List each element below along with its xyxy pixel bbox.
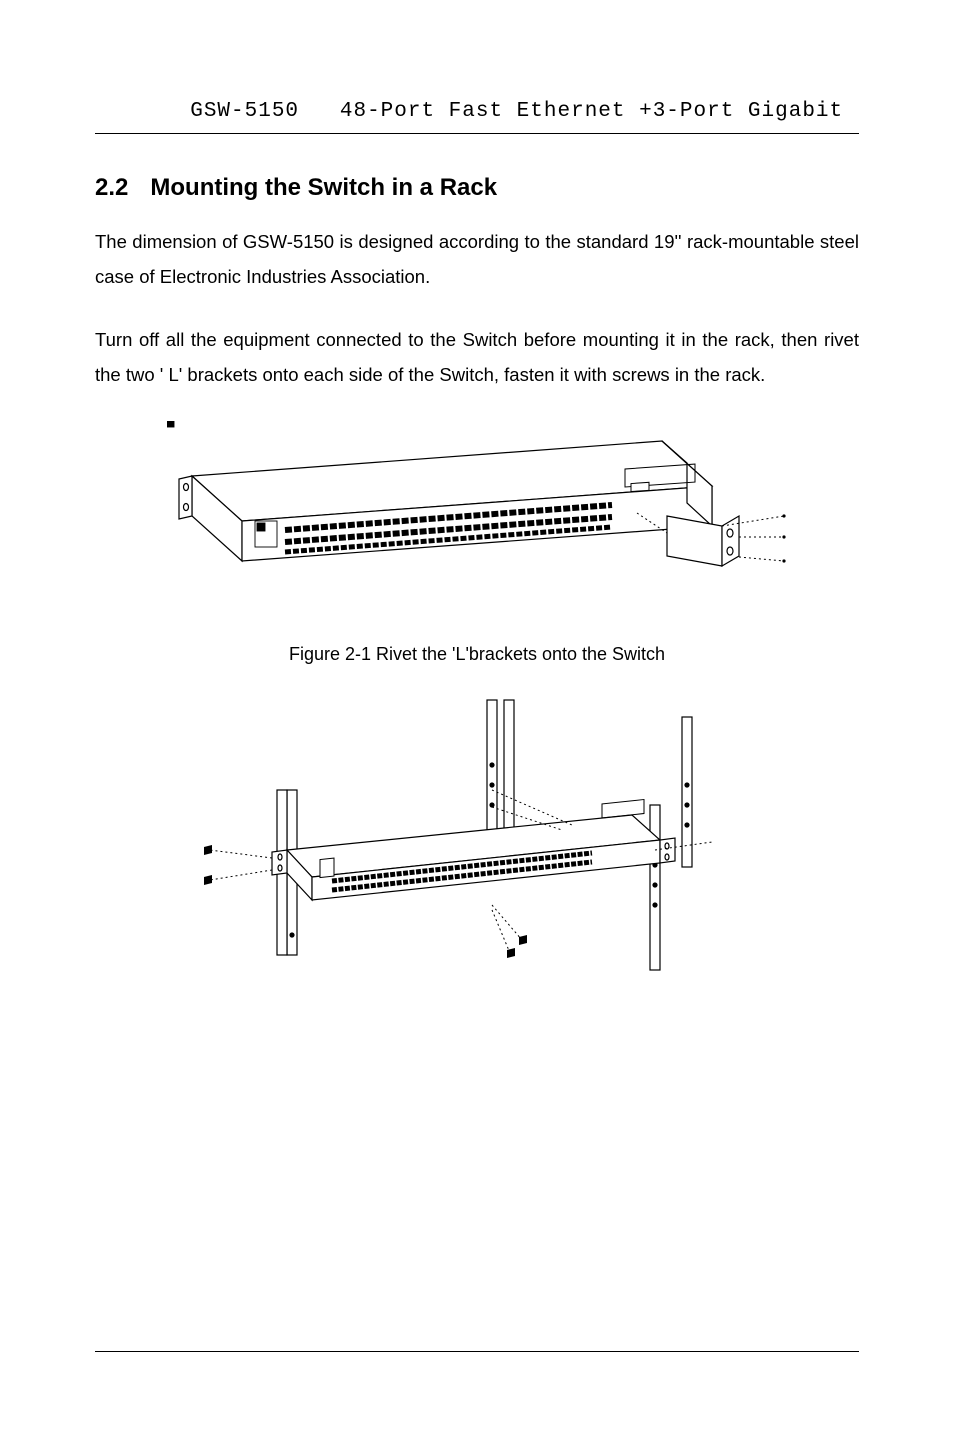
switch-bracket-diagram (167, 421, 787, 611)
figure-2 (95, 695, 859, 980)
section-number: 2.2 (95, 174, 128, 201)
switch-in-rack-diagram (192, 695, 762, 975)
section-heading: 2.2 Mounting the Switch in a Rack (95, 174, 859, 202)
footer-rule (95, 1351, 859, 1352)
paragraph-1: The dimension of GSW-5150 is designed ac… (95, 224, 859, 294)
header-desc: 48-Port Fast Ethernet +3-Port Gigabit (340, 100, 843, 123)
page-header: GSW-5150 48-Port Fast Ethernet +3-Port G… (95, 100, 859, 134)
figure-1-caption: Figure 2-1 Rivet the 'L'brackets onto th… (95, 644, 859, 665)
paragraph-2: Turn off all the equipment connected to … (95, 322, 859, 392)
header-model: GSW-5150 (190, 100, 299, 123)
figure-1 (95, 421, 859, 616)
section-title: Mounting the Switch in a Rack (150, 174, 497, 201)
